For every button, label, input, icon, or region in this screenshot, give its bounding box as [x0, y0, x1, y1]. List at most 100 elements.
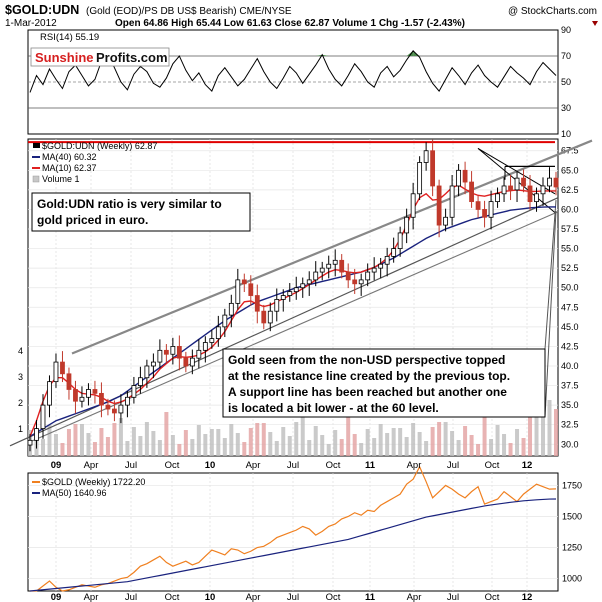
rsi-overbought-fill: [322, 54, 329, 56]
gold-y-tick-label: 1750: [562, 480, 582, 490]
candle-body: [488, 201, 494, 218]
volume-bar: [463, 426, 468, 456]
candle-body: [176, 346, 182, 359]
candle-body: [27, 439, 33, 446]
candle-body: [326, 263, 332, 269]
volume-bar: [443, 422, 448, 456]
volume-bar: [73, 424, 78, 456]
volume-bar: [489, 439, 494, 456]
volume-tick-label: 1: [18, 424, 23, 434]
volume-bar: [502, 434, 507, 456]
price-y-tick-label: 42.5: [561, 341, 579, 351]
volume-bar: [346, 411, 351, 456]
annotation-box-2-frame: [222, 348, 546, 418]
volume-bar: [424, 441, 429, 456]
candle-body: [508, 185, 513, 191]
volume-bar: [320, 435, 325, 456]
candle-body: [319, 267, 325, 273]
volume-bar: [47, 425, 52, 456]
gold-x-tick-label: Apr: [246, 592, 261, 602]
candle-body: [436, 185, 442, 226]
candle-body: [60, 361, 65, 375]
price-y-tick-label: 65.0: [561, 165, 579, 175]
volume-bar: [248, 428, 253, 456]
annotation-2-line-3: A support line has been reached but anot…: [228, 385, 507, 399]
gold-x-tick-label: Apr: [84, 592, 99, 602]
volume-bar: [157, 440, 162, 456]
price-x-tick-label: 12: [522, 460, 533, 471]
volume-bar: [534, 405, 539, 456]
gold-x-tick-label: Jul: [125, 592, 137, 602]
price-x-tick-label: Oct: [326, 460, 341, 471]
volume-bar: [307, 440, 312, 456]
volume-bar: [86, 433, 91, 456]
price-x-tick-label: 10: [205, 460, 216, 471]
gold-chart: 1000 1250 1500 1750: [28, 465, 582, 592]
candle-body: [92, 389, 98, 394]
volume-bar: [92, 442, 97, 456]
volume-bar: [333, 430, 338, 456]
candle-body: [73, 389, 78, 402]
gold-x-tick-label: Jul: [287, 592, 299, 602]
annotation-2-line-2: at the resistance line created by the pr…: [228, 369, 510, 383]
candle-body: [482, 209, 487, 218]
volume-bar: [177, 444, 182, 456]
gold-x-tick-label: Jul: [447, 592, 459, 602]
volume-bar: [261, 423, 266, 456]
volume-bar: [183, 430, 188, 456]
volume-bar: [40, 439, 45, 456]
candle-body: [475, 201, 481, 210]
candle-body: [469, 181, 474, 203]
volume-bar: [313, 426, 318, 456]
volume-bar: [209, 429, 214, 456]
annotation-box-2: Gold seen from the non-USD perspective t…: [222, 348, 546, 418]
volume-bar: [281, 427, 286, 456]
price-x-tick-label: Apr: [407, 460, 422, 471]
candle-body: [397, 232, 403, 249]
volume-bar: [229, 424, 234, 456]
rsi-y-tick-label: 90: [561, 25, 571, 35]
rsi-overbought-fill: [315, 54, 323, 56]
volume-bar: [547, 400, 552, 456]
gold-x-tick-label: Oct: [165, 592, 180, 602]
volume-bar: [339, 439, 344, 456]
candle-body: [79, 396, 85, 402]
volume-bar: [365, 429, 370, 456]
candle-body: [47, 381, 52, 406]
price-y-tick-label: 32.5: [561, 420, 579, 430]
candle-body: [332, 259, 338, 265]
candle-body: [163, 349, 169, 355]
volume-bar: [300, 417, 305, 456]
gold-series-line: [30, 465, 557, 592]
volume-bar: [235, 433, 240, 456]
volume-bar: [437, 422, 442, 456]
candle-body: [40, 404, 46, 430]
volume-bar: [144, 422, 149, 456]
volume-bar: [482, 416, 487, 456]
candle-body: [495, 193, 500, 203]
candle-body: [371, 267, 377, 273]
volume-bar: [274, 441, 279, 456]
volume-bar: [508, 443, 513, 456]
volume-bar: [385, 433, 390, 456]
price-y-tick-label: 60.0: [561, 204, 579, 214]
volume-bar: [79, 424, 84, 456]
volume-bar: [138, 436, 143, 456]
price-legend: $GOLD:UDN (Weekly) 62.87 MA(40) 60.32 MA…: [32, 141, 157, 184]
candle-body: [157, 349, 163, 363]
volume-bar: [476, 444, 481, 456]
gold-series-line: [29, 498, 557, 592]
candle-body: [144, 365, 150, 379]
rsi-y-tick-label: 30: [561, 103, 571, 113]
volume-bar: [417, 432, 422, 456]
price-y-tick-label: 50.0: [561, 283, 579, 293]
candle-body: [521, 177, 526, 187]
volume-bar: [164, 412, 169, 456]
candle-body: [209, 338, 215, 343]
candle-body: [501, 185, 507, 195]
candle-body: [183, 357, 189, 367]
rsi-y-tick-label: 50: [561, 77, 571, 87]
volume-bar: [450, 431, 455, 456]
candle-body: [99, 392, 104, 406]
candle-body: [339, 259, 345, 273]
